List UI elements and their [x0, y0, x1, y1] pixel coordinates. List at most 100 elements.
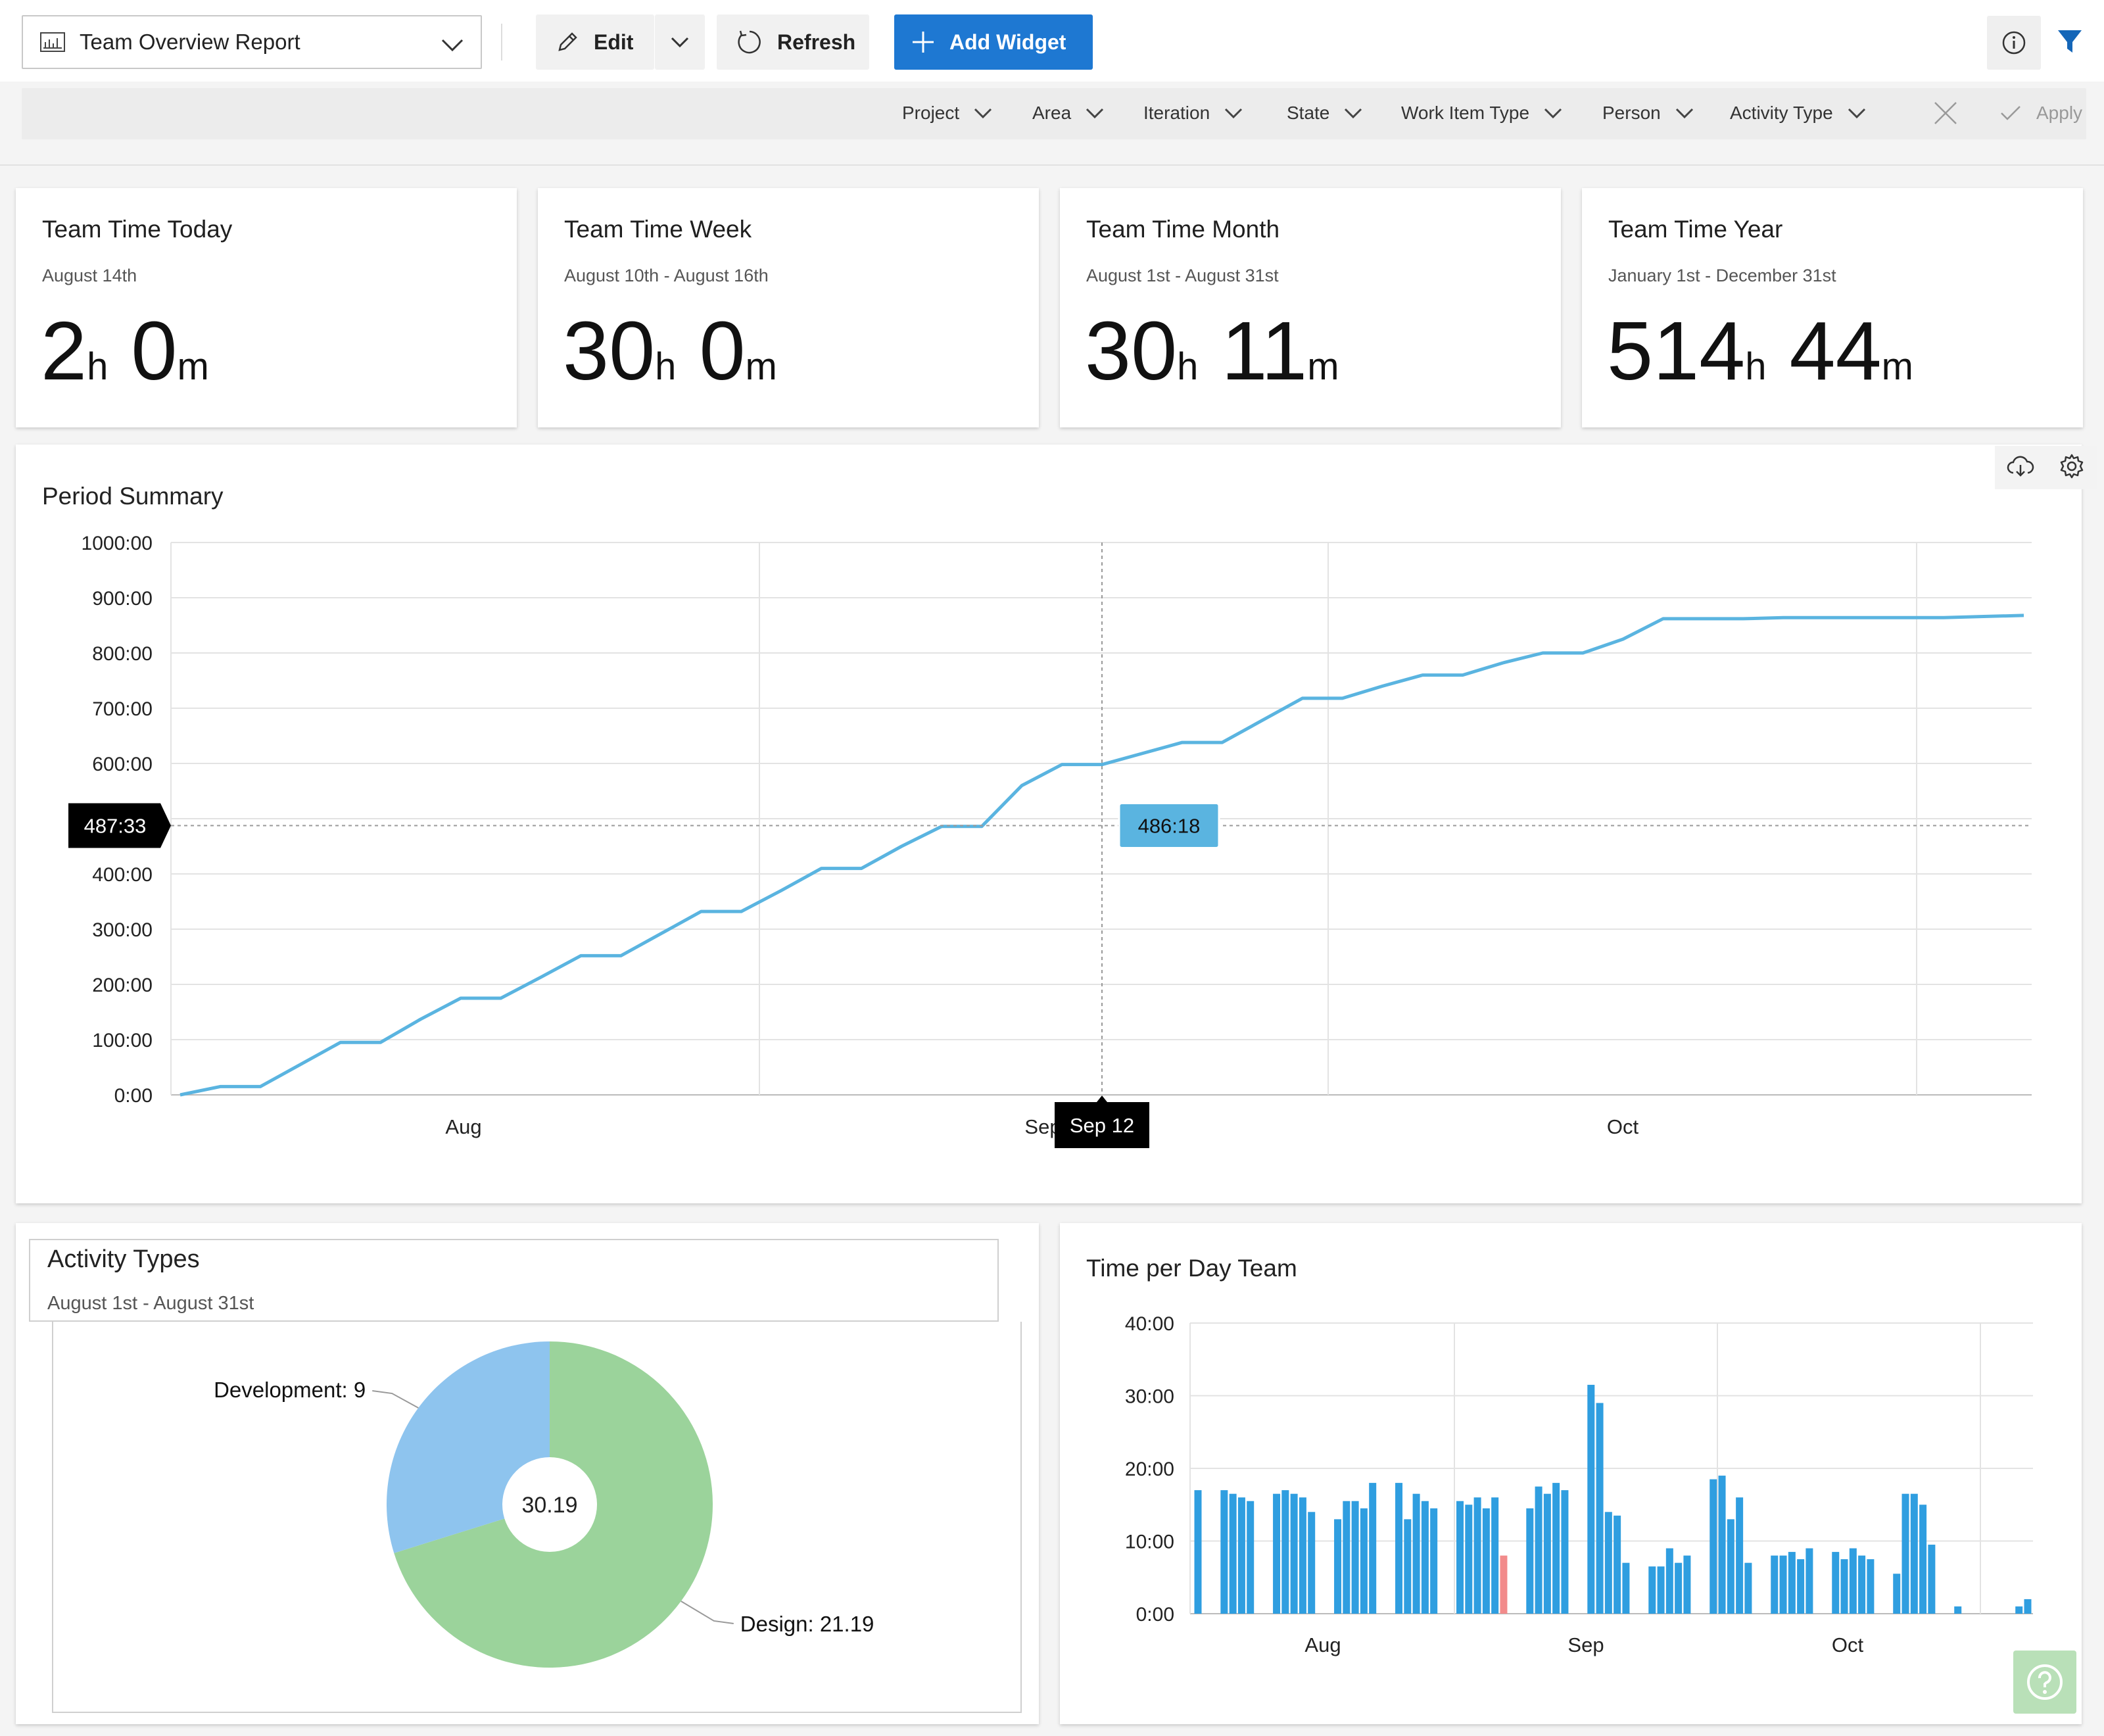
bar: [1561, 1490, 1569, 1614]
filter-person-label: Person: [1602, 103, 1661, 123]
bar: [1220, 1490, 1228, 1614]
chevron-down-icon: [1675, 108, 1693, 119]
apply-filters-button[interactable]: Apply: [1999, 103, 2082, 124]
hours-unit: h: [655, 345, 677, 388]
bar: [2024, 1599, 2032, 1614]
bar: [1587, 1384, 1595, 1614]
bar: [1928, 1545, 1936, 1614]
stat-value: 30h 0m: [563, 303, 777, 398]
question-icon: [2027, 1664, 2063, 1700]
help-button[interactable]: [2013, 1651, 2076, 1714]
bar: [1369, 1483, 1377, 1614]
cloud-download-icon[interactable]: [2007, 456, 2034, 480]
widget-title: Period Summary: [42, 483, 224, 510]
filter-work-item-type[interactable]: Work Item Type: [1401, 103, 1562, 124]
add-widget-button[interactable]: Add Widget: [894, 14, 1093, 70]
filter-state-label: State: [1287, 103, 1330, 123]
crosshair-y-label-bg: [68, 803, 171, 848]
refresh-button[interactable]: Refresh: [717, 14, 869, 70]
y-tick-label: 600:00: [92, 754, 153, 775]
checkmark-icon: [2001, 106, 2020, 120]
y-tick-label: 1000:00: [82, 533, 153, 554]
chevron-down-icon: [441, 34, 464, 59]
y-tick-label: 0:00: [1136, 1604, 1174, 1626]
activity-types-card: Activity Types August 1st - August 31st …: [16, 1223, 1039, 1724]
pencil-icon: [558, 32, 577, 51]
bar: [1919, 1505, 1927, 1614]
gear-icon[interactable]: [2059, 453, 2085, 483]
bar: [1622, 1562, 1630, 1614]
crosshair-y-label: 487:33: [84, 814, 147, 837]
bar: [1596, 1403, 1604, 1614]
clear-filters-button[interactable]: [1932, 100, 1959, 130]
edit-button[interactable]: Edit: [536, 14, 654, 70]
bar: [1247, 1501, 1255, 1614]
filter-iteration-label: Iteration: [1143, 103, 1210, 123]
activity-types-header: Activity Types August 1st - August 31st: [29, 1239, 999, 1322]
bar: [1421, 1501, 1429, 1614]
bar: [1395, 1483, 1403, 1614]
filter-bar: Project Area Iteration State Work Item T…: [22, 88, 2086, 139]
stat-hours: 30: [563, 304, 656, 397]
bar: [1867, 1559, 1875, 1614]
stat-minutes: 0: [699, 304, 746, 397]
bar: [1771, 1555, 1779, 1614]
y-tick-label: 40:00: [1125, 1313, 1174, 1335]
filter-state[interactable]: State: [1287, 103, 1362, 124]
bar: [1491, 1497, 1499, 1614]
bar: [1910, 1493, 1918, 1614]
filter-activity-type-label: Activity Type: [1730, 103, 1833, 123]
filter-project[interactable]: Project: [902, 103, 992, 124]
bar: [1727, 1519, 1734, 1614]
stat-value: 514h 44m: [1607, 303, 1913, 398]
report-name: Team Overview Report: [80, 30, 300, 54]
apply-label: Apply: [2036, 103, 2083, 123]
close-icon: [1934, 102, 1957, 124]
filter-icon[interactable]: [2057, 29, 2083, 59]
minutes-unit: m: [745, 345, 777, 388]
widget-tools: [1995, 446, 2097, 489]
edit-dropdown-button[interactable]: [655, 14, 705, 70]
pie-label-development: Development: 9: [214, 1378, 366, 1402]
stat-title: Team Time Today: [42, 216, 233, 243]
bar: [1648, 1566, 1656, 1614]
filter-iteration[interactable]: Iteration: [1143, 103, 1243, 124]
filter-activity-type[interactable]: Activity Type: [1730, 103, 1866, 124]
bar: [2015, 1606, 2023, 1614]
stat-title: Team Time Month: [1086, 216, 1280, 243]
y-tick-label: 800:00: [92, 643, 153, 665]
minutes-unit: m: [1307, 345, 1339, 388]
info-button[interactable]: [1987, 16, 2041, 70]
report-selector[interactable]: Team Overview Report: [22, 15, 482, 69]
bar: [1456, 1501, 1464, 1614]
bar: [1229, 1493, 1237, 1614]
chevron-down-icon: [671, 37, 689, 48]
minutes-unit: m: [177, 345, 209, 388]
filter-area-label: Area: [1032, 103, 1072, 123]
pie-center-hole: [502, 1457, 597, 1552]
y-tick-label: 10:00: [1125, 1531, 1174, 1553]
bar: [1343, 1501, 1351, 1614]
filter-work-item-type-label: Work Item Type: [1401, 103, 1530, 123]
x-tick-label: Aug: [1304, 1633, 1341, 1656]
chevron-down-icon: [974, 108, 992, 119]
y-tick-label: 200:00: [92, 975, 153, 996]
edit-label: Edit: [594, 30, 634, 54]
y-tick-label: 400:00: [92, 864, 153, 886]
filter-area[interactable]: Area: [1032, 103, 1104, 124]
bar: [1779, 1555, 1787, 1614]
bar: [1683, 1555, 1691, 1614]
bar: [1657, 1566, 1665, 1614]
stat-title: Team Time Year: [1608, 216, 1783, 243]
filter-person[interactable]: Person: [1602, 103, 1694, 124]
bar: [1710, 1479, 1717, 1614]
bar: [1482, 1508, 1490, 1614]
bar: [1893, 1574, 1901, 1614]
stat-range: August 10th - August 16th: [564, 266, 769, 285]
y-tick-label: 0:00: [114, 1085, 153, 1107]
activity-pie-chart: 30.19 Development: 9 Design: 21.19: [214, 1341, 874, 1668]
y-tick-label: 100:00: [92, 1030, 153, 1051]
bar: [1526, 1508, 1534, 1614]
hours-unit: h: [87, 345, 108, 388]
stat-card-today: Team Time Today August 14th 2h 0m: [16, 188, 517, 427]
